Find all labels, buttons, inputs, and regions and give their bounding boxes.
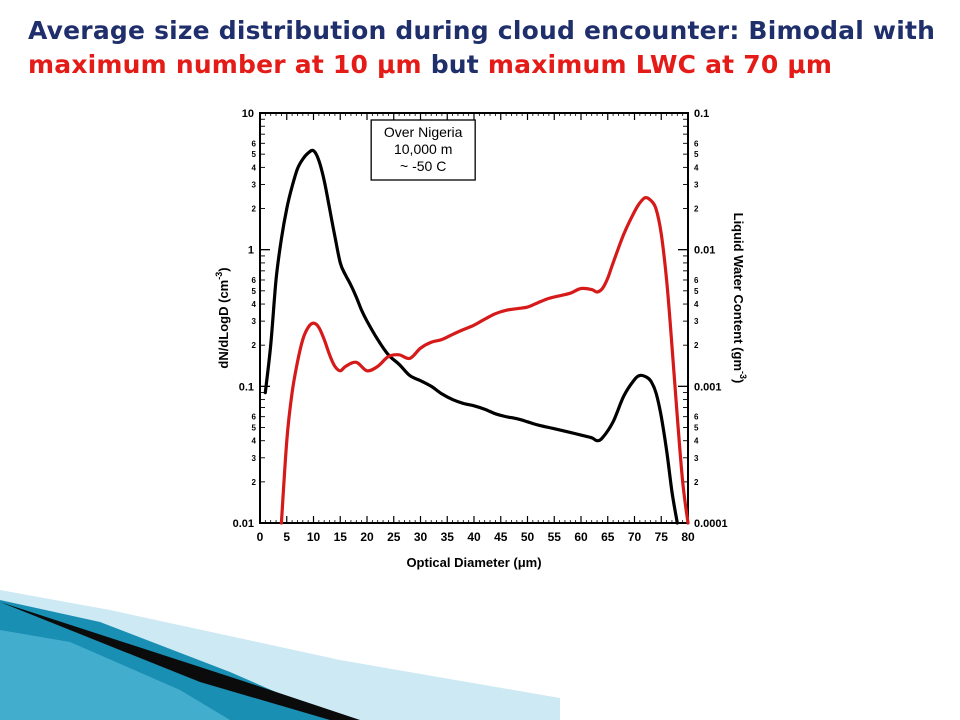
x-tick-label: 5 xyxy=(283,530,290,544)
left-axis-label: dN/dLogD (cm-3) xyxy=(214,267,231,368)
x-tick-label: 80 xyxy=(681,530,695,544)
x-tick-label: 30 xyxy=(414,530,428,544)
right-minor-tick-label: 6 xyxy=(694,139,699,148)
swoosh-teal-highlight xyxy=(0,630,230,720)
size-distribution-chart: 0 5 10 15 20 25 30 35 40 45 50 55 60 65 70 75 8023456234… xyxy=(214,108,748,570)
right-minor-tick-label: 5 xyxy=(694,150,699,159)
right-minor-tick-label: 4 xyxy=(694,163,699,172)
x-tick-label: 45 xyxy=(494,530,508,544)
right-major-tick-label: 0.1 xyxy=(694,108,709,120)
title-max-number-text: maximum number at 10 μm xyxy=(28,50,422,79)
right-minor-tick-label: 2 xyxy=(694,478,699,487)
right-axis-label: Liquid Water Content (gm-3) xyxy=(731,213,748,384)
x-tick-label: 55 xyxy=(548,530,562,544)
left-minor-tick-label: 2 xyxy=(252,205,257,214)
left-major-tick-label: 10 xyxy=(242,108,254,120)
left-minor-tick-label: 2 xyxy=(252,341,257,350)
annotation-line: 10,000 m xyxy=(394,141,452,157)
x-tick-label: 15 xyxy=(334,530,348,544)
right-minor-tick-label: 4 xyxy=(694,300,699,309)
left-major-tick-label: 1 xyxy=(248,245,254,257)
x-tick-label: 25 xyxy=(387,530,401,544)
right-minor-tick-label: 3 xyxy=(694,454,699,463)
right-minor-tick-label: 3 xyxy=(694,317,699,326)
right-major-tick-label: 0.0001 xyxy=(694,518,728,530)
annotation-line: Over Nigeria xyxy=(384,124,463,140)
right-minor-tick-label: 6 xyxy=(694,413,699,422)
title-line-2: maximum number at 10 μm but maximum LWC … xyxy=(28,48,948,82)
right-minor-tick-label: 3 xyxy=(694,180,699,189)
left-minor-tick-label: 4 xyxy=(252,437,257,446)
right-minor-tick-label: 2 xyxy=(694,205,699,214)
x-tick-label: 0 xyxy=(257,530,264,544)
title-max-lwc-text: maximum LWC at 70 μm xyxy=(487,50,833,79)
number-concentration-line xyxy=(263,148,679,525)
right-major-tick-label: 0.001 xyxy=(694,381,722,393)
x-tick-label: 10 xyxy=(307,530,321,544)
title-but-text: but xyxy=(421,50,488,79)
x-tick-label: 20 xyxy=(360,530,374,544)
decorative-swoosh xyxy=(0,590,560,720)
left-major-tick-label: 0.1 xyxy=(239,381,254,393)
x-tick-label: 70 xyxy=(628,530,642,544)
right-minor-tick-label: 2 xyxy=(694,341,699,350)
left-minor-tick-label: 5 xyxy=(252,287,257,296)
left-major-tick-label: 0.01 xyxy=(233,518,254,530)
x-tick-label: 60 xyxy=(574,530,588,544)
right-minor-tick-label: 6 xyxy=(694,276,699,285)
left-minor-tick-label: 6 xyxy=(252,413,257,422)
right-major-tick-label: 0.01 xyxy=(694,245,715,257)
left-minor-tick-label: 6 xyxy=(252,139,257,148)
annotation-line: ~ -50 C xyxy=(400,158,446,174)
left-minor-tick-label: 4 xyxy=(252,163,257,172)
left-minor-tick-label: 6 xyxy=(252,276,257,285)
swoosh-dark-stroke xyxy=(0,602,360,720)
x-tick-label: 50 xyxy=(521,530,535,544)
x-tick-label: 75 xyxy=(655,530,669,544)
title-line-1: Average size distribution during cloud e… xyxy=(28,14,948,48)
left-minor-tick-label: 5 xyxy=(252,423,257,432)
title-line-1-text: Average size distribution during cloud e… xyxy=(28,16,936,45)
annotation-box xyxy=(370,119,476,181)
x-tick-label: 65 xyxy=(601,530,615,544)
liquid-water-content-line xyxy=(279,196,690,525)
left-minor-tick-label: 5 xyxy=(252,150,257,159)
left-minor-tick-label: 2 xyxy=(252,478,257,487)
x-tick-label: 40 xyxy=(467,530,481,544)
x-tick-label: 35 xyxy=(441,530,455,544)
right-minor-tick-label: 5 xyxy=(694,287,699,296)
left-minor-tick-label: 3 xyxy=(252,317,257,326)
left-minor-tick-label: 3 xyxy=(252,180,257,189)
left-minor-tick-label: 3 xyxy=(252,454,257,463)
slide-title: Average size distribution during cloud e… xyxy=(28,14,948,82)
x-axis-label: Optical Diameter (μm) xyxy=(406,555,541,570)
right-minor-tick-label: 4 xyxy=(694,437,699,446)
right-minor-tick-label: 5 xyxy=(694,423,699,432)
left-minor-tick-label: 4 xyxy=(252,300,257,309)
